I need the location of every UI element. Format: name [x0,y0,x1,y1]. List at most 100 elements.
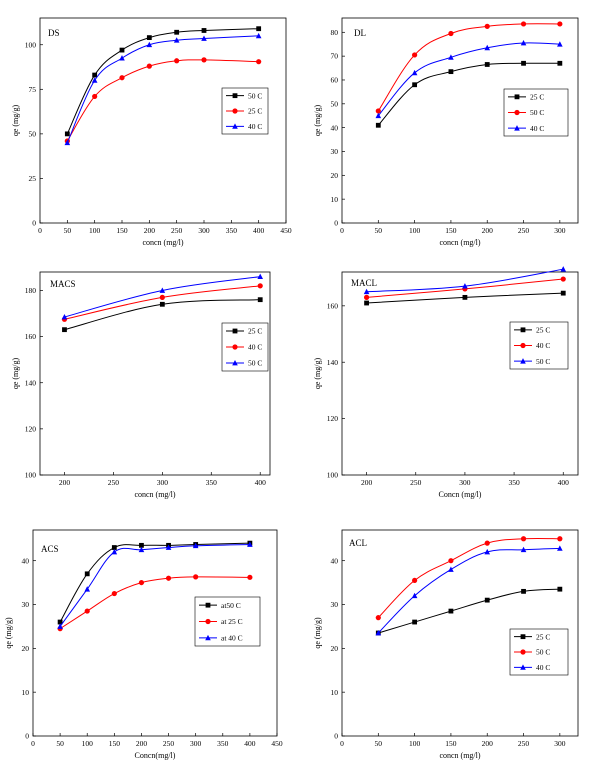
y-tick-label: 140 [327,358,339,367]
series-1 [57,574,253,632]
x-tick-label: 50 [375,226,383,235]
data-point [411,592,418,599]
x-tick-label: 450 [280,226,292,235]
data-point [412,577,418,584]
y-tick-label: 25 [29,174,37,183]
legend-swatch-marker [520,358,526,364]
data-point [411,69,418,76]
chart-panel-dl: 0 50 100 150 200 250 300 0 10 20 30 40 50 60 70 80 concn… [313,17,579,247]
y-tick-label: 0 [32,219,36,228]
data-point [57,619,63,625]
data-point [560,290,566,296]
legend: 25 C 40 C 50 C [221,322,269,372]
y-axis-title: qe (mg/g) [11,358,20,390]
y-tick-label: 100 [25,471,37,480]
data-point [201,35,207,41]
series-line [377,547,560,634]
legend: at50 C at 25 C at 40 C [194,596,261,647]
data-point [448,608,454,614]
data-point [84,608,90,614]
legend-label: 50 C [248,359,262,368]
x-tick-label: 350 [217,739,229,748]
y-tick-label: 10 [22,688,30,697]
y-tick-label: 40 [331,556,339,565]
data-point [84,571,90,577]
y-tick-label: 75 [29,85,37,94]
y-tick-label: 20 [331,171,339,180]
y-tick-label: 120 [327,414,339,423]
data-point [146,41,153,48]
data-point [257,297,263,303]
data-point [146,63,152,69]
legend-label: 50 C [536,357,550,366]
series-2 [64,32,262,146]
x-tick-label: 0 [340,739,344,748]
x-tick-label: 150 [116,226,128,235]
legend-label: 50 C [530,108,544,117]
series-1 [375,536,563,621]
data-point [62,327,67,333]
x-tick-label: 250 [163,739,175,748]
x-tick-label: 200 [482,226,494,235]
x-tick-label: 100 [409,739,421,748]
legend-swatch-marker [205,634,211,641]
data-point [111,590,117,597]
data-point [256,59,262,65]
data-point [257,273,264,280]
x-tick-label: 150 [445,226,457,235]
y-tick-label: 120 [25,424,37,433]
series-line [377,537,560,619]
y-axis-title: qe (mg/g) [313,105,322,137]
data-point [521,60,526,66]
y-tick-label: 50 [331,99,339,108]
panel-title: DS [48,28,60,38]
data-point [61,313,68,320]
legend: 25 C 50 C 40 C [503,88,569,137]
data-point [484,44,491,51]
legend-label: 25 C [248,327,262,336]
series-0 [375,586,563,636]
data-point [64,139,71,146]
data-point [146,35,152,41]
x-tick-label: 300 [157,478,169,487]
data-point [412,82,418,88]
data-point [192,542,199,549]
data-point [375,122,381,128]
data-point [557,545,563,551]
data-point [201,28,207,33]
legend-label: 40 C [530,124,544,133]
y-tick-label: 20 [331,644,339,653]
legend-swatch-marker [520,342,526,349]
legend-swatch-marker [232,93,238,99]
data-point [520,546,527,553]
legend-swatch-marker [514,125,520,131]
series-2 [375,545,563,636]
data-point [448,558,454,564]
y-tick-label: 30 [331,147,339,156]
x-axis-title: Concn (mg/l) [439,490,482,499]
legend: 25 C 50 C 40 C [509,628,569,676]
y-axis-title: qe (mg/g) [11,105,20,137]
legend-swatch-marker [514,94,520,100]
x-tick-label: 350 [508,478,520,487]
data-point [92,72,98,78]
y-tick-label: 40 [22,556,30,565]
data-point [159,287,166,293]
data-point [174,29,180,35]
x-tick-label: 200 [59,478,71,487]
data-point [257,283,263,289]
plot-frame [341,529,579,737]
panel-title: ACS [41,544,59,554]
plot-frame [39,271,271,476]
chart-panel-ds: 0 50 100 150 200 250 300 350 400 450 0 25 50 75 100 con… [11,17,292,247]
data-point [484,548,491,555]
data-point [174,58,180,64]
x-tick-label: 300 [198,226,210,235]
data-point [119,55,125,61]
y-tick-label: 0 [334,219,338,228]
data-point [560,276,566,282]
legend-swatch-marker [232,328,238,334]
x-tick-label: 0 [31,739,35,748]
data-point [92,93,98,100]
x-tick-label: 200 [482,739,494,748]
